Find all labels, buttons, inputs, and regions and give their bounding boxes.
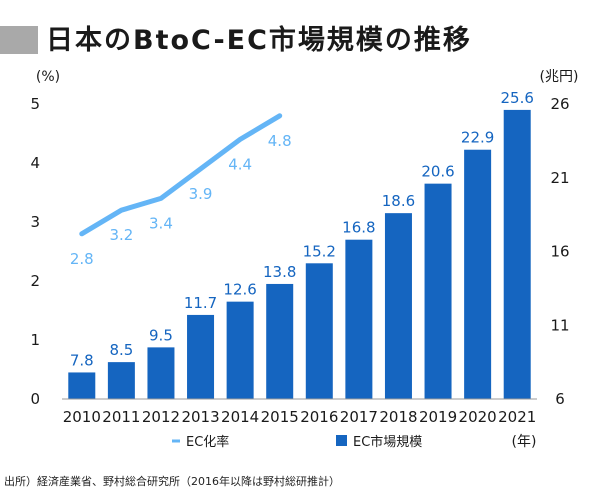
x-tick-label: 2011 (102, 408, 140, 426)
y-right-tick: 16 (550, 243, 569, 261)
x-tick-label: 2012 (142, 408, 180, 426)
legend-label-ec-rate: EC化率 (186, 434, 229, 450)
y-right-unit: (兆円) (540, 69, 579, 85)
bar-market-size (305, 263, 333, 399)
x-tick-label: 2019 (419, 408, 457, 426)
y-right-tick: 26 (550, 95, 569, 113)
y-left-tick: 1 (30, 331, 40, 349)
bar-value-label: 20.6 (421, 163, 454, 181)
line-value-label: 3.4 (149, 214, 173, 232)
y-left-tick: 5 (30, 95, 40, 113)
bar-market-size (384, 213, 412, 399)
x-tick-label: 2020 (459, 408, 497, 426)
y-right-tick: 21 (550, 169, 569, 187)
line-ec-rate (79, 113, 283, 237)
bar-market-size (266, 283, 294, 399)
bar-value-label: 7.8 (70, 351, 94, 369)
line-value-label: 3.9 (189, 185, 213, 203)
bar-market-size (503, 109, 531, 400)
bar-market-size (464, 149, 492, 399)
bar-market-size (147, 347, 175, 399)
title-accent-block (0, 26, 38, 54)
bar-market-size (68, 372, 96, 399)
line-value-label: 4.4 (228, 155, 252, 173)
y-left-tick: 4 (30, 154, 40, 172)
source-note: 出所）経済産業省、野村総合研究所（2016年以降は野村総研推計） (4, 475, 340, 488)
bar-market-size (226, 301, 254, 399)
line-value-label: 2.8 (70, 250, 94, 268)
y-left-unit: (%) (36, 69, 60, 85)
bar-value-label: 12.6 (223, 281, 256, 299)
y-right-tick: 11 (550, 316, 569, 334)
bar-value-label: 8.5 (109, 341, 133, 359)
line-value-label: 3.2 (109, 226, 133, 244)
x-tick-label: 2016 (300, 408, 338, 426)
bar-value-label: 11.7 (184, 294, 217, 312)
y-left-tick: 0 (30, 390, 40, 408)
bar-value-label: 18.6 (382, 192, 415, 210)
bar-value-label: 25.6 (501, 89, 534, 107)
legend-bar-swatch (336, 435, 347, 446)
bar-value-label: 13.8 (263, 263, 296, 281)
x-tick-label: 2013 (181, 408, 219, 426)
x-tick-label: 2010 (63, 408, 101, 426)
bar-value-label: 9.5 (149, 326, 173, 344)
chart-title: 日本のBtoC-EC市場規模の推移 (46, 25, 472, 56)
bar-market-size (345, 239, 373, 399)
x-tick-label: 2018 (379, 408, 417, 426)
x-tick-label: 2017 (340, 408, 378, 426)
bar-market-size (187, 314, 215, 399)
x-tick-label: 2021 (498, 408, 536, 426)
bar-value-label: 15.2 (303, 242, 336, 260)
bar-value-label: 16.8 (342, 219, 375, 237)
line-value-label: 4.8 (268, 132, 292, 150)
bar-market-size (107, 362, 135, 399)
x-axis-unit: (年) (512, 434, 537, 450)
y-left-tick: 3 (30, 213, 40, 231)
bar-value-label: 22.9 (461, 129, 494, 147)
y-right-tick: 6 (555, 390, 565, 408)
legend-label-market-size: EC市場規模 (353, 434, 422, 450)
y-left-tick: 2 (30, 272, 40, 290)
x-tick-label: 2015 (261, 408, 299, 426)
bar-market-size (424, 183, 452, 399)
x-tick-label: 2014 (221, 408, 259, 426)
